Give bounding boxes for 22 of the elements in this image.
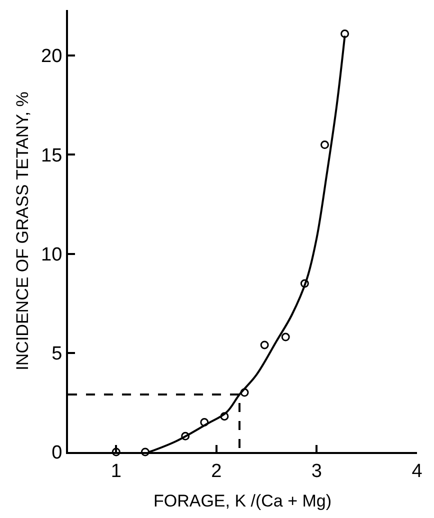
x-axis-title: FORAGE, K /(Ca + Mg)	[153, 492, 332, 511]
y-tick-label: 10	[41, 244, 62, 266]
x-tick-label: 3	[311, 460, 322, 482]
point	[300, 279, 309, 288]
y-axis-title: INCIDENCE OF GRASS TETANY, %	[13, 92, 32, 370]
point	[320, 140, 329, 150]
y-tick-label: 5	[52, 344, 62, 365]
y-tick-label: 15	[41, 145, 62, 166]
y-tick-label: 0	[52, 442, 62, 464]
point	[281, 332, 290, 342]
point	[240, 388, 249, 397]
point	[181, 432, 190, 440]
point	[112, 448, 120, 456]
point	[140, 448, 150, 456]
point	[200, 418, 209, 427]
point	[340, 30, 350, 38]
point	[260, 340, 269, 350]
x-tick-label: 2	[211, 460, 222, 482]
x-tick-label: 4	[412, 460, 423, 482]
point	[220, 412, 229, 421]
x-tick-label: 1	[110, 460, 122, 482]
y-tick-label: 20	[41, 46, 62, 68]
